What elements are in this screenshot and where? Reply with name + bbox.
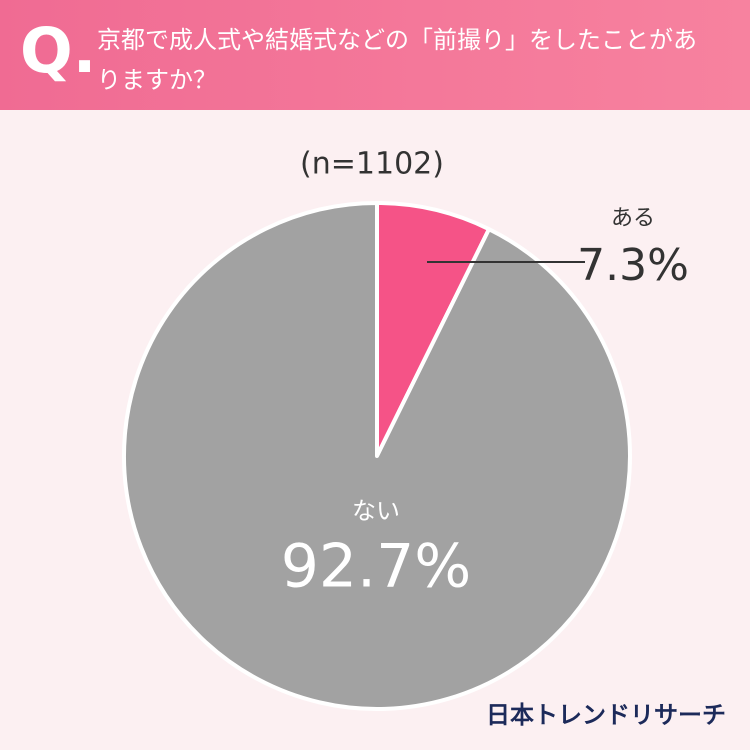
sample-size: (n=1102) — [300, 147, 444, 182]
chart-title: 京都で成人式や結婚式などの「前撮り」をしたことがありますか？ — [97, 26, 697, 94]
header-band — [0, 0, 750, 110]
q-icon: Q. — [20, 14, 97, 87]
pie-slice — [122, 201, 632, 711]
pie-slice — [375, 201, 492, 458]
slice-label: ある — [611, 206, 655, 231]
brand: 日本トレンドリサーチ — [486, 701, 726, 729]
value-label: 7.3% — [577, 240, 689, 291]
slice-label: ない — [352, 497, 400, 525]
value-label: 92.7% — [281, 532, 472, 602]
slices — [122, 201, 632, 711]
